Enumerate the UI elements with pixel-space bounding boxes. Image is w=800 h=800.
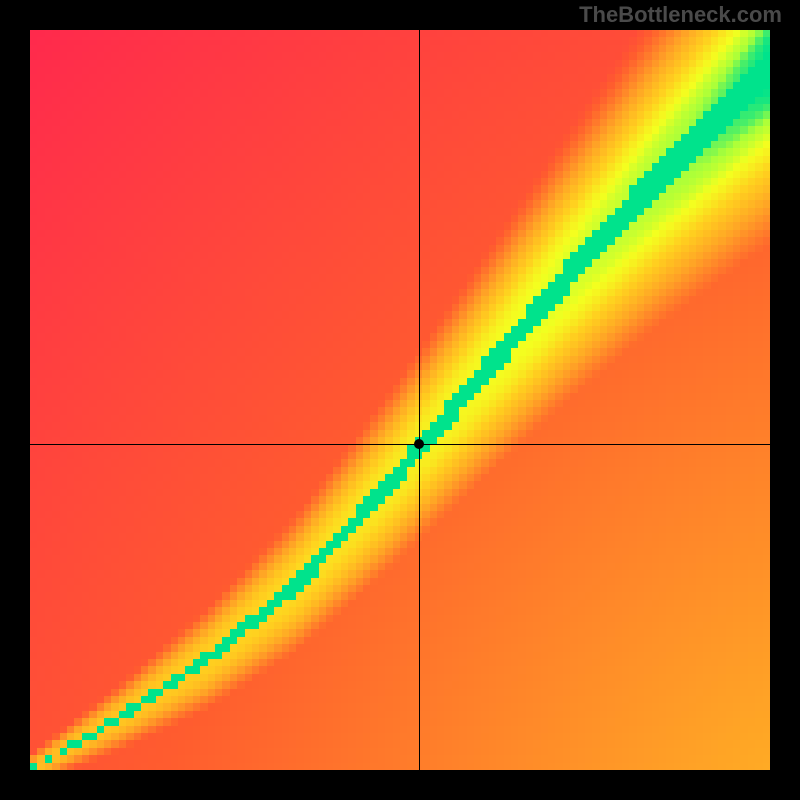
bottleneck-heatmap bbox=[30, 30, 770, 770]
plot-area bbox=[30, 30, 770, 770]
watermark-text: TheBottleneck.com bbox=[579, 2, 782, 28]
